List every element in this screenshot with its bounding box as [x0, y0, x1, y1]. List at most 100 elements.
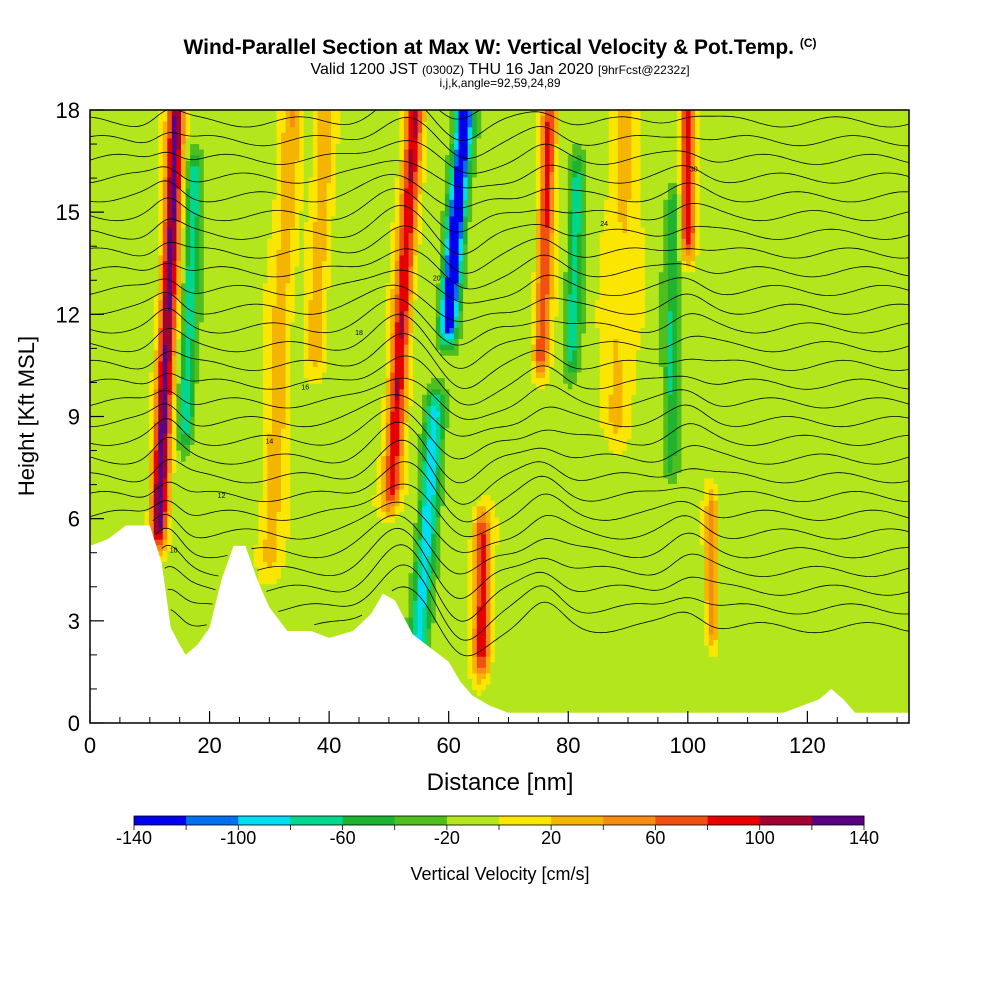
w-cell: [208, 288, 214, 295]
w-cell: [281, 299, 287, 306]
w-cell: [190, 594, 196, 601]
w-cell: [258, 505, 264, 512]
w-cell: [290, 483, 296, 490]
w-cell: [244, 466, 250, 473]
w-cell: [108, 160, 114, 167]
w-cell: [285, 199, 291, 206]
w-cell: [208, 271, 214, 278]
w-cell: [217, 455, 223, 462]
w-cell: [103, 221, 109, 228]
w-cell: [267, 277, 273, 284]
w-cell: [212, 360, 218, 367]
w-cell: [140, 360, 146, 367]
w-cell: [167, 444, 173, 451]
w-cell: [217, 171, 223, 178]
w-cell: [285, 282, 291, 289]
w-cell: [244, 488, 250, 496]
w-cell: [212, 344, 218, 351]
w-cell: [121, 160, 127, 167]
w-cell: [262, 293, 269, 301]
w-cell: [121, 483, 127, 490]
w-cell: [222, 327, 228, 334]
w-cell: [167, 182, 173, 189]
w-cell: [162, 277, 168, 284]
w-cell: [167, 227, 173, 234]
w-cell: [258, 416, 264, 423]
w-cell: [181, 121, 187, 128]
w-cell: [203, 405, 209, 412]
w-cell: [171, 377, 178, 384]
w-cell: [144, 321, 150, 328]
w-cell: [235, 321, 241, 328]
w-cell: [190, 572, 196, 579]
w-cell: [103, 505, 109, 512]
w-cell: [167, 427, 173, 434]
w-cell: [262, 466, 269, 473]
w-cell: [235, 232, 241, 239]
w-cell: [162, 427, 168, 434]
w-cell: [199, 121, 205, 128]
w-cell: [267, 422, 273, 429]
w-cell: [108, 305, 114, 312]
w-cell: [267, 349, 273, 356]
w-cell: [162, 282, 168, 289]
w-cell: [285, 567, 291, 574]
w-cell: [144, 266, 150, 273]
w-cell: [140, 383, 146, 390]
w-cell: [99, 360, 105, 367]
w-cell: [94, 121, 100, 128]
w-cell: [240, 149, 246, 156]
w-cell: [153, 260, 159, 267]
w-cell: [158, 299, 164, 306]
w-cell: [140, 110, 146, 117]
w-cell: [135, 165, 141, 172]
w-cell: [185, 305, 191, 312]
w-cell: [94, 394, 100, 401]
w-cell: [140, 277, 146, 284]
w-cell: [171, 472, 178, 479]
w-cell: [222, 121, 228, 128]
w-cell: [112, 143, 118, 150]
w-cell: [258, 193, 264, 200]
w-cell: [103, 449, 109, 457]
w-cell: [126, 121, 132, 128]
w-cell: [272, 483, 278, 490]
w-cell: [290, 522, 296, 529]
w-cell: [276, 477, 282, 484]
w-cell: [285, 528, 291, 535]
w-cell: [285, 176, 291, 184]
w-cell: [199, 288, 205, 295]
w-cell: [281, 160, 287, 167]
w-cell: [281, 594, 287, 601]
w-cell: [212, 332, 218, 340]
w-cell: [208, 594, 214, 601]
w-cell: [176, 132, 182, 139]
w-cell: [181, 115, 187, 122]
w-cell: [176, 349, 182, 356]
w-cell: [144, 500, 150, 507]
w-cell: [212, 427, 218, 434]
w-cell: [253, 572, 259, 579]
w-cell: [149, 405, 155, 412]
w-cell: [217, 555, 223, 562]
w-cell: [290, 171, 296, 178]
w-cell: [171, 238, 178, 245]
w-cell: [99, 137, 105, 145]
w-cell: [158, 394, 164, 401]
w-cell: [130, 332, 137, 340]
w-cell: [181, 533, 187, 540]
w-cell: [176, 344, 182, 351]
w-cell: [262, 132, 269, 139]
w-cell: [217, 160, 223, 167]
w-cell: [253, 360, 259, 367]
w-cell: [126, 227, 132, 234]
w-cell: [99, 483, 105, 490]
w-cell: [262, 483, 269, 490]
w-cell: [267, 394, 273, 401]
w-cell: [253, 199, 259, 206]
w-cell: [185, 293, 191, 301]
w-cell: [208, 199, 214, 206]
w-cell: [262, 215, 269, 223]
w-cell: [249, 149, 255, 156]
w-cell: [276, 388, 282, 395]
